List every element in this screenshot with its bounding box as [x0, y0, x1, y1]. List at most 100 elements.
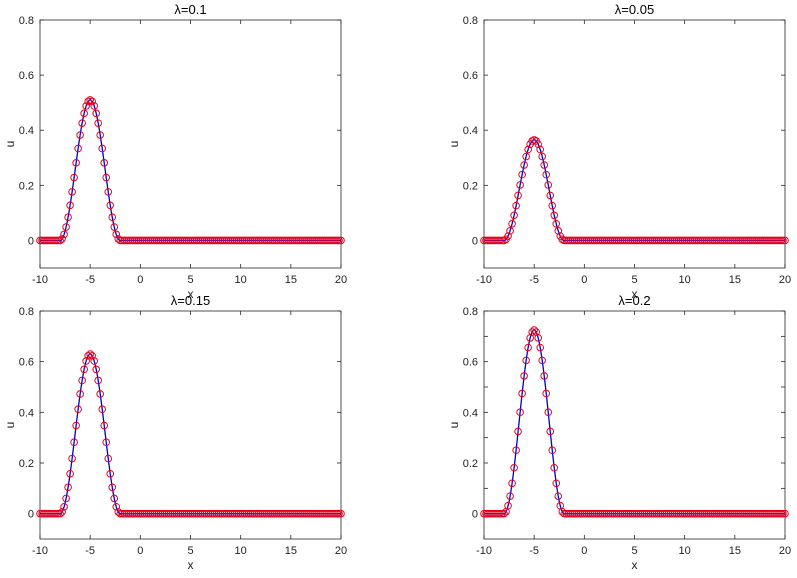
data-point	[560, 509, 569, 518]
data-point	[727, 509, 735, 518]
data-point	[240, 509, 249, 518]
data-point	[182, 509, 191, 518]
data-point	[574, 509, 583, 518]
data-point	[162, 236, 171, 245]
data-point	[174, 236, 183, 245]
data-point	[246, 236, 255, 245]
x-tick-label: 0	[581, 545, 587, 557]
subplot-2: -10 -5 0 5 10 15 20 0 0.2 0.4 0.6 0.8 λ=0.05 x u	[447, 2, 791, 301]
data-point	[492, 236, 500, 245]
subplot-1: -10 -5 0 5 10 15 20 0 0.2 0.4 0.6 0.8 λ=0.1 x u	[3, 2, 347, 301]
data-point	[98, 144, 107, 153]
y-tick-label: 0.2	[463, 458, 478, 470]
data-point	[198, 236, 207, 245]
data-point	[154, 236, 163, 245]
data-point	[650, 509, 659, 518]
data-point	[704, 509, 713, 518]
data-point	[64, 483, 72, 492]
data-point	[610, 236, 619, 245]
data-point	[576, 509, 585, 518]
data-point	[668, 236, 677, 245]
x-tick-label: 0	[581, 274, 587, 286]
data-point	[638, 509, 647, 518]
data-point	[142, 236, 151, 245]
data-point	[486, 236, 494, 245]
data-point	[150, 236, 159, 245]
data-point	[174, 509, 183, 518]
series-curve	[40, 99, 341, 242]
data-point	[200, 236, 209, 245]
data-point	[108, 213, 117, 221]
data-point	[708, 236, 717, 245]
data-point	[42, 236, 50, 245]
data-point	[578, 509, 587, 518]
data-point	[729, 509, 737, 518]
data-point	[590, 509, 599, 518]
subplot-title: λ=0.05	[615, 2, 654, 17]
data-point	[208, 236, 217, 245]
data-point	[542, 170, 551, 179]
data-point	[313, 509, 321, 518]
data-point	[136, 509, 145, 518]
data-point	[592, 509, 601, 518]
data-point	[46, 509, 54, 518]
data-point	[236, 509, 245, 518]
data-point	[733, 509, 741, 518]
data-point	[134, 509, 143, 518]
x-tick-label: 10	[679, 274, 691, 286]
data-point	[568, 236, 577, 245]
data-point	[230, 236, 239, 245]
data-point	[632, 509, 641, 518]
data-point	[723, 509, 731, 518]
data-point	[612, 236, 621, 245]
data-point	[698, 509, 707, 518]
data-point	[66, 201, 74, 210]
data-point	[682, 236, 691, 245]
data-point	[90, 357, 98, 365]
data-point	[781, 509, 789, 518]
data-point	[256, 236, 265, 245]
data-point	[204, 509, 213, 518]
x-tick-label: 15	[285, 274, 297, 286]
y-axis-label: u	[3, 422, 17, 429]
data-point	[250, 236, 259, 245]
data-point	[620, 236, 629, 245]
series-curve	[484, 139, 785, 242]
data-point	[228, 509, 237, 518]
data-point	[598, 509, 607, 518]
data-point	[62, 494, 70, 503]
data-point	[773, 236, 781, 245]
data-point	[584, 509, 593, 518]
data-point	[242, 509, 251, 518]
data-point	[102, 438, 111, 447]
data-point	[498, 509, 506, 518]
x-tick-label: 15	[285, 545, 297, 557]
data-point	[614, 236, 623, 245]
data-point	[662, 509, 671, 518]
data-point	[662, 236, 671, 245]
data-point	[586, 509, 595, 518]
data-point	[574, 236, 583, 245]
data-point	[572, 236, 581, 245]
data-point	[761, 236, 769, 245]
data-point	[652, 509, 661, 518]
y-tick-label: 0.8	[19, 306, 34, 318]
y-axis-label: u	[3, 141, 17, 148]
data-point	[570, 509, 579, 518]
data-point	[548, 201, 557, 210]
data-point	[518, 389, 526, 398]
data-point	[162, 509, 171, 518]
data-point	[757, 509, 765, 518]
data-point	[210, 509, 219, 518]
data-point	[190, 236, 199, 245]
data-point	[510, 211, 518, 220]
x-tick-label: 5	[631, 274, 637, 286]
data-point	[678, 509, 687, 518]
data-point	[150, 509, 159, 518]
data-point	[588, 509, 597, 518]
data-point	[287, 509, 295, 518]
x-tick-label: 5	[631, 545, 637, 557]
data-point	[771, 509, 779, 518]
data-point	[277, 509, 285, 518]
data-point	[706, 509, 715, 518]
